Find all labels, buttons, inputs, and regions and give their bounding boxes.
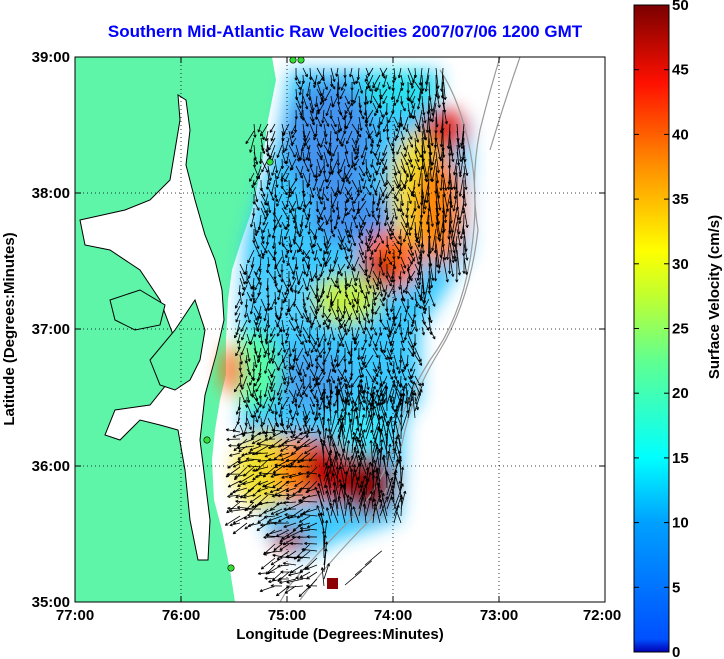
colorbar-label: Surface Velocity (cm/s) bbox=[706, 215, 723, 379]
y-tick-labels: 39:00 38:00 37:00 36:00 35:00 bbox=[32, 49, 70, 611]
y-axis-label: Latitude (Degrees:Minutes) bbox=[1, 232, 18, 425]
colorbar-tick-label: 5 bbox=[672, 579, 680, 596]
y-tick-label: 39:00 bbox=[32, 49, 70, 66]
y-tick-label: 38:00 bbox=[32, 185, 70, 202]
colorbar-tick-label: 50 bbox=[672, 0, 689, 14]
colorbar-gradient bbox=[633, 4, 670, 653]
colorbar-tick-label: 40 bbox=[672, 126, 689, 143]
y-tick-label: 36:00 bbox=[32, 458, 70, 475]
tick-marks bbox=[75, 57, 605, 602]
x-axis-label: Longitude (Degrees:Minutes) bbox=[236, 626, 444, 643]
x-tick-label: 74:00 bbox=[374, 607, 412, 624]
velocity-vectors bbox=[224, 67, 469, 598]
colorbar-tick-label: 20 bbox=[672, 385, 689, 402]
x-tick-label: 72:00 bbox=[583, 607, 621, 624]
radar-stations bbox=[203, 57, 305, 572]
grid-lines bbox=[75, 57, 605, 602]
y-tick-label: 37:00 bbox=[32, 321, 70, 338]
colorbar-tick-label: 35 bbox=[672, 191, 689, 208]
x-tick-label: 75:00 bbox=[268, 607, 306, 624]
x-tick-label: 77:00 bbox=[56, 607, 94, 624]
y-tick-label: 35:00 bbox=[32, 594, 70, 611]
x-tick-label: 76:00 bbox=[162, 607, 200, 624]
velocity-arrow-path bbox=[224, 67, 469, 598]
colorbar-tick-label: 10 bbox=[672, 515, 689, 532]
colorbar-tick-label: 45 bbox=[672, 62, 689, 79]
colorbar-tick-label: 30 bbox=[672, 256, 689, 273]
x-tick-labels: 77:00 76:00 75:00 74:00 73:00 72:00 bbox=[56, 607, 621, 624]
map-title: Southern Mid-Atlantic Raw Velocities 200… bbox=[107, 22, 583, 41]
map-plot-area bbox=[75, 57, 605, 602]
colorbar-tick-label: 25 bbox=[672, 321, 689, 338]
x-tick-label: 73:00 bbox=[480, 607, 518, 624]
colorbar-tick-label: 15 bbox=[672, 450, 689, 467]
bathymetry-contours bbox=[279, 57, 521, 602]
colorbar-tick-label: 0 bbox=[672, 644, 680, 659]
